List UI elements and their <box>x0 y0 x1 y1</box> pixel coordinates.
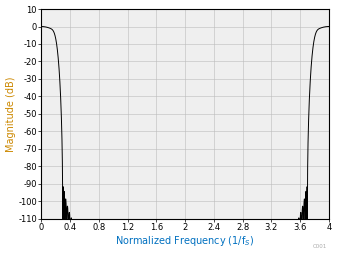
Text: C001: C001 <box>313 244 327 249</box>
X-axis label: Normalized Frequency (1/f$_S$): Normalized Frequency (1/f$_S$) <box>115 234 255 248</box>
Y-axis label: Magnitude (dB): Magnitude (dB) <box>5 76 16 152</box>
